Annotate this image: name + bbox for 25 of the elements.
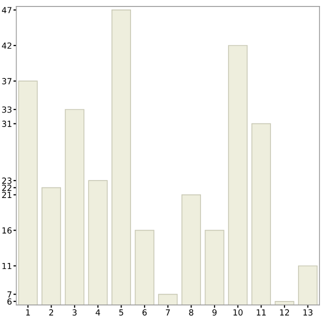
y-tick-label: 11 (2, 262, 12, 270)
x-tick-label: 10 (233, 309, 243, 316)
y-tick-label: 42 (2, 42, 12, 49)
y-tick-label: 16 (2, 227, 12, 234)
y-tick-label: 7 (8, 291, 12, 298)
x-tick-label: 9 (212, 309, 217, 316)
y-tick-label: 33 (2, 106, 12, 113)
y-tick-label: 23 (2, 178, 12, 184)
x-tick-label: 6 (142, 309, 147, 316)
x-tick-label: 1 (26, 309, 30, 316)
x-tick-label: 12 (280, 309, 289, 316)
x-tick-label: 11 (256, 309, 266, 316)
x-tick-label: 2 (49, 309, 54, 316)
x-tick-label: 7 (166, 309, 170, 316)
y-tick-label: 21 (2, 192, 12, 198)
x-tick-label: 13 (303, 309, 312, 316)
y-tick-label: 31 (2, 120, 12, 127)
x-tick-label: 4 (96, 309, 100, 316)
y-tick-label: 22 (2, 184, 12, 191)
y-tick-label: 6 (7, 298, 12, 305)
x-tick-label: 8 (189, 309, 194, 316)
x-tick-label: 3 (72, 309, 77, 316)
x-tick-label: 5 (119, 309, 124, 316)
y-tick-label: 47 (2, 7, 12, 14)
y-tick-label: 37 (2, 78, 12, 84)
